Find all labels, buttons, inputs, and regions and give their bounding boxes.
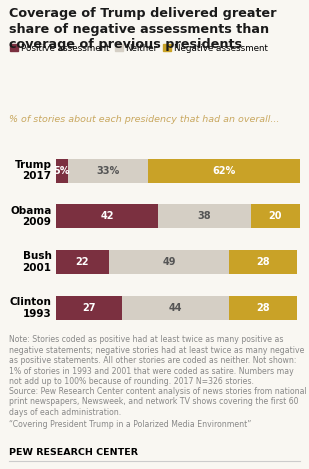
Text: 49: 49 [163,257,176,267]
Text: 44: 44 [168,303,182,313]
Bar [158,204,251,228]
Bar [56,296,121,319]
Text: 42: 42 [100,212,114,221]
Bar [121,296,229,319]
Text: 28: 28 [256,257,270,267]
Text: “Covering President Trump in a Polarized Media Environment”: “Covering President Trump in a Polarized… [9,420,252,429]
Text: PEW RESEARCH CENTER: PEW RESEARCH CENTER [9,448,138,457]
Text: 20: 20 [269,212,282,221]
Bar [148,159,300,182]
Text: Source: Pew Research Center content analysis of news stories from national print: Source: Pew Research Center content anal… [9,387,307,417]
Bar [229,250,297,274]
Bar [229,296,297,319]
Legend: Positive assessment, Neither, Negative assessment: Positive assessment, Neither, Negative a… [10,44,268,53]
Bar [56,250,109,274]
Bar [56,204,158,228]
Text: Note: Stories coded as positive had at least twice as many positive as negative : Note: Stories coded as positive had at l… [9,335,305,386]
Text: Coverage of Trump delivered greater
share of negative assessments than
coverage : Coverage of Trump delivered greater shar… [9,7,277,51]
Bar [68,159,148,182]
Text: 62%: 62% [212,166,236,176]
Text: 22: 22 [76,257,89,267]
Text: 33%: 33% [96,166,120,176]
Bar [56,159,68,182]
Text: % of stories about each presidency that had an overall...: % of stories about each presidency that … [9,115,280,124]
Text: 28: 28 [256,303,270,313]
Text: 27: 27 [82,303,95,313]
Text: 5%: 5% [53,166,70,176]
Bar [251,204,300,228]
Text: 38: 38 [198,212,211,221]
Bar [109,250,229,274]
